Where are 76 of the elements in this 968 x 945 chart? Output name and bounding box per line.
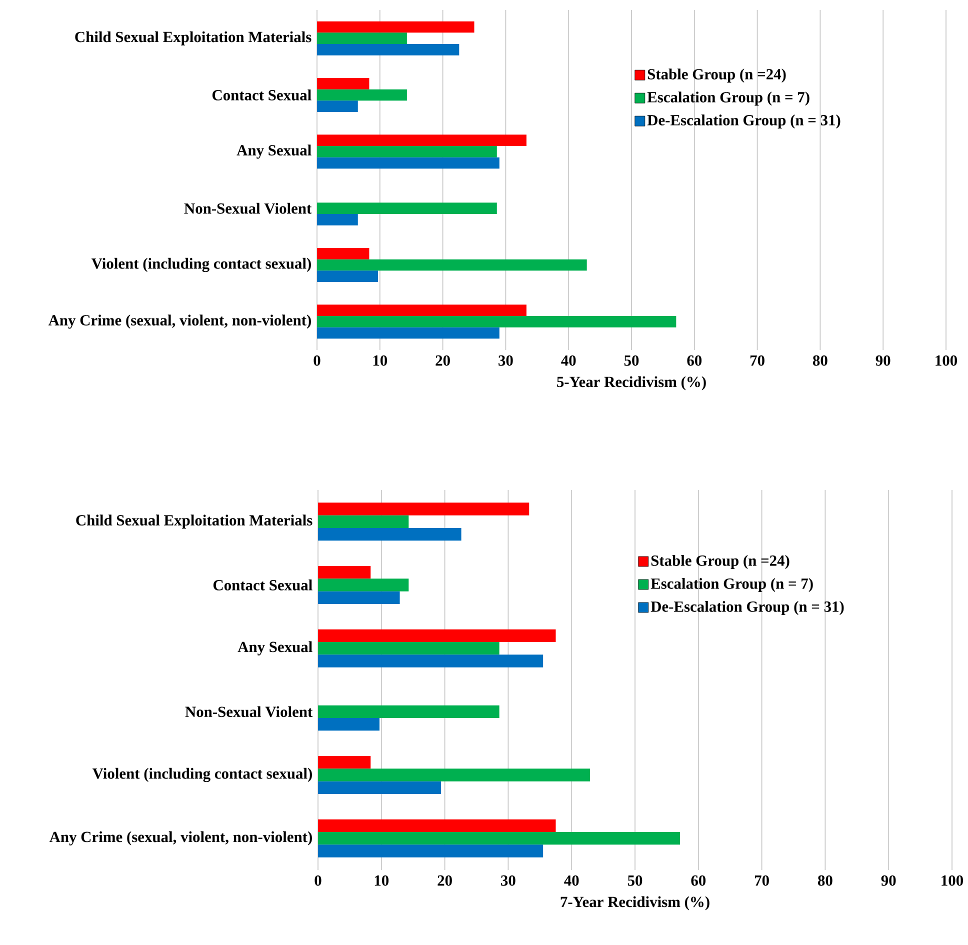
x-tick-label: 80	[813, 355, 828, 366]
bar	[318, 642, 500, 655]
bar	[318, 528, 462, 541]
x-tick-label: 60	[687, 355, 702, 366]
legend-label: Stable Group (n =24)	[651, 554, 790, 569]
bar	[318, 515, 409, 528]
bar	[317, 134, 526, 146]
bar	[318, 832, 680, 845]
bar	[318, 705, 500, 718]
bar	[318, 756, 371, 769]
bar	[317, 270, 378, 282]
legend-label: Stable Group (n =24)	[648, 68, 786, 83]
bar	[317, 157, 500, 169]
x-tick-label: 30	[498, 355, 513, 366]
bar	[317, 259, 587, 271]
bar	[317, 248, 370, 260]
y-tick-label: Any Sexual	[236, 144, 312, 159]
y-tick-label: Contact Sexual	[212, 90, 312, 100]
bar	[318, 781, 441, 794]
bar	[317, 304, 526, 316]
y-tick-label: Child Sexual Exploitation Materials	[76, 514, 312, 529]
legend-label: Escalation Group (n = 7)	[650, 578, 813, 592]
y-tick-label: Any Sexual	[238, 641, 312, 656]
x-tick-label: 50	[624, 355, 639, 366]
y-tick-label: Non-Sexual Violent	[185, 706, 313, 718]
legend-label: De-Escalation Group (n = 31)	[650, 600, 844, 615]
bar	[317, 78, 370, 90]
x-tick-label: 70	[750, 355, 764, 366]
x-tick-label: 0	[314, 355, 320, 366]
x-tick-label: 10	[374, 875, 389, 886]
bar	[318, 819, 556, 832]
x-tick-label: 80	[818, 875, 832, 886]
x-tick-label: 50	[628, 875, 642, 886]
x-axis-title: 7-Year Recidivism (%)	[560, 896, 710, 910]
bar	[317, 44, 460, 56]
bar	[317, 89, 407, 101]
legend-label: Escalation Group (n = 7)	[647, 92, 810, 106]
x-tick-label: 10	[373, 355, 388, 366]
x-tick-label: 60	[691, 875, 706, 886]
bar	[317, 32, 407, 44]
x-tick-label: 90	[876, 355, 890, 366]
y-tick-label: Any Crime (sexual, violent, non-violent)	[48, 314, 311, 329]
bar	[317, 202, 497, 214]
bar	[318, 718, 380, 731]
x-tick-label: 20	[436, 355, 450, 366]
y-tick-label: Violent (including contact sexual)	[92, 768, 312, 782]
bar	[317, 214, 358, 226]
bar	[317, 316, 676, 328]
bar	[317, 327, 500, 339]
y-tick-label: Contact Sexual	[213, 580, 312, 590]
bar	[318, 844, 544, 858]
bar	[317, 100, 358, 112]
bar	[318, 502, 530, 516]
x-tick-label: 20	[438, 875, 452, 886]
x-axis-title: 5-Year Recidivism (%)	[557, 376, 706, 390]
bar	[318, 629, 556, 642]
x-tick-label: 40	[561, 355, 576, 366]
x-tick-label: 100	[942, 875, 963, 886]
y-tick-label: Non-Sexual Violent	[184, 202, 312, 214]
bar	[317, 146, 497, 158]
bar	[318, 768, 590, 782]
x-tick-label: 30	[501, 875, 516, 886]
bar	[318, 566, 371, 579]
legend-label: De-Escalation Group (n = 31)	[647, 114, 840, 129]
x-tick-label: 90	[881, 875, 896, 886]
y-tick-label: Child Sexual Exploitation Materials	[75, 31, 312, 46]
bar	[318, 654, 544, 668]
bar	[318, 591, 400, 604]
x-tick-label: 70	[754, 875, 769, 886]
x-tick-label: 0	[314, 875, 322, 886]
y-tick-label: Any Crime (sexual, violent, non-violent)	[49, 831, 312, 846]
y-tick-label: Violent (including contact sexual)	[91, 258, 311, 272]
x-tick-label: 100	[936, 355, 957, 366]
bar	[317, 21, 474, 33]
x-tick-label: 40	[564, 875, 579, 886]
bar	[318, 578, 409, 592]
